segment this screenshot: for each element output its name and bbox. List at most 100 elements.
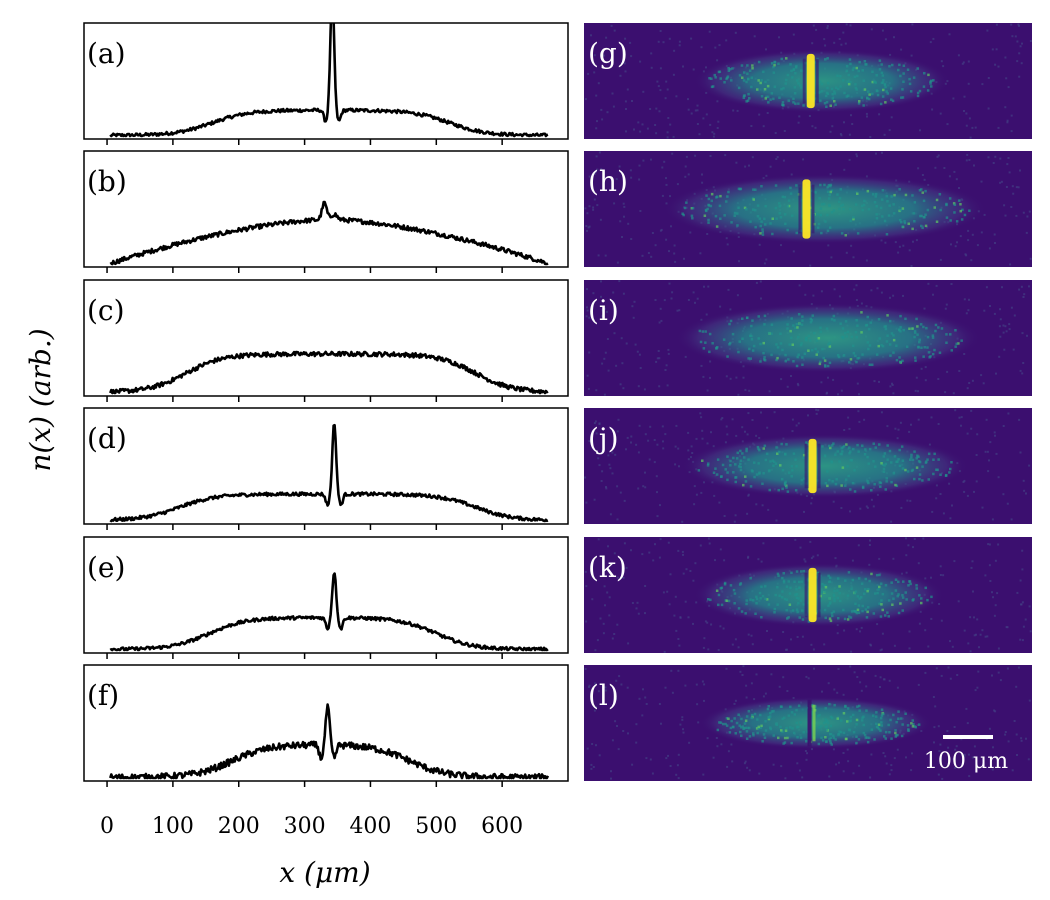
cloud-grain: [826, 470, 829, 473]
cloud-grain: [783, 716, 786, 720]
cloud-grain: [839, 452, 842, 456]
cloud-grain: [764, 585, 767, 588]
cloud-grain: [828, 602, 832, 605]
cloud-grain: [747, 710, 751, 713]
noise-pixel: [810, 643, 813, 646]
noise-pixel: [915, 239, 918, 242]
noise-pixel: [989, 580, 992, 582]
cloud-grain: [754, 612, 757, 615]
cloud-grain: [845, 443, 848, 446]
profile-line: [109, 423, 549, 523]
noise-pixel: [746, 766, 749, 769]
cloud-grain: [864, 588, 867, 591]
cloud-grain: [945, 473, 948, 477]
cloud-grain: [865, 323, 869, 327]
noise-pixel: [684, 165, 687, 168]
noise-pixel: [993, 312, 996, 315]
noise-pixel: [658, 110, 661, 113]
cloud-grain: [899, 74, 902, 78]
noise-pixel: [595, 706, 597, 709]
cloud-grain: [878, 68, 882, 71]
noise-pixel: [1004, 106, 1007, 109]
noise-pixel: [676, 764, 679, 767]
noise-pixel: [659, 30, 662, 32]
cloud-grain: [754, 208, 757, 212]
cloud-grain: [948, 471, 951, 474]
noise-pixel: [766, 630, 768, 632]
noise-pixel: [881, 632, 884, 635]
noise-pixel: [963, 629, 966, 632]
cloud-grain: [727, 599, 731, 603]
cloud-grain: [902, 72, 905, 75]
cloud-grain: [862, 104, 865, 107]
cloud-grain: [752, 188, 755, 191]
cloud-grain: [866, 315, 869, 319]
cloud-grain: [826, 86, 829, 90]
cloud-grain: [904, 468, 907, 472]
noise-pixel: [707, 285, 710, 288]
cloud-grain: [735, 457, 739, 460]
cloud-grain: [881, 344, 885, 348]
cloud-grain: [820, 231, 823, 235]
stripe-shadow: [804, 443, 808, 489]
noise-pixel: [792, 33, 795, 36]
noise-pixel: [660, 722, 662, 725]
cloud-grain: [867, 481, 870, 485]
cloud-grain: [933, 452, 936, 456]
cloud-grain: [879, 716, 883, 720]
cloud-grain: [829, 190, 832, 194]
noise-pixel: [717, 649, 720, 651]
noise-pixel: [647, 252, 650, 254]
cloud-grain: [894, 731, 897, 735]
cloud-grain: [782, 742, 785, 745]
cloud-grain: [858, 100, 861, 103]
cloud-grain: [920, 214, 923, 218]
cloud-grain: [749, 220, 752, 223]
noise-pixel: [671, 152, 674, 155]
noise-pixel: [716, 745, 719, 748]
cloud-grain: [836, 354, 840, 357]
cloud-grain: [827, 604, 830, 607]
cloud-grain: [775, 722, 778, 725]
noise-pixel: [701, 181, 704, 184]
cloud-grain: [832, 209, 836, 212]
cloud-grain: [839, 322, 842, 325]
noise-pixel: [673, 252, 676, 255]
cloud-grain: [877, 727, 881, 731]
noise-pixel: [675, 629, 678, 632]
cloud-grain: [917, 455, 920, 458]
cloud-grain: [760, 185, 763, 188]
cloud-grain: [769, 222, 772, 225]
cloud-grain: [859, 596, 863, 599]
noise-pixel: [681, 716, 684, 719]
noise-pixel: [910, 769, 913, 772]
cloud-grain: [923, 72, 926, 75]
cloud-grain: [824, 720, 827, 724]
noise-pixel: [804, 293, 807, 296]
cloud-grain: [764, 223, 767, 226]
cloud-grain: [791, 609, 795, 612]
noise-pixel: [659, 538, 662, 541]
cloud-grain: [738, 74, 742, 77]
cloud-grain: [826, 721, 830, 725]
cloud-grain: [861, 208, 864, 212]
noise-pixel: [667, 117, 670, 119]
noise-pixel: [592, 766, 595, 768]
noise-pixel: [910, 265, 913, 267]
noise-pixel: [655, 107, 658, 110]
cloud-grain: [857, 450, 860, 453]
noise-pixel: [840, 134, 843, 137]
noise-pixel: [677, 638, 680, 640]
cloud-grain: [824, 718, 827, 721]
noise-pixel: [700, 46, 703, 49]
cloud-grain: [781, 576, 784, 580]
cloud-grain: [864, 736, 868, 739]
cloud-grain: [833, 319, 836, 322]
cloud-grain: [954, 329, 957, 332]
soliton-stripe: [808, 438, 817, 494]
cloud-grain: [886, 314, 889, 317]
cloud-grain: [824, 220, 827, 223]
cloud-grain: [762, 358, 766, 361]
cloud-grain: [706, 464, 710, 467]
noise-pixel: [954, 748, 957, 751]
